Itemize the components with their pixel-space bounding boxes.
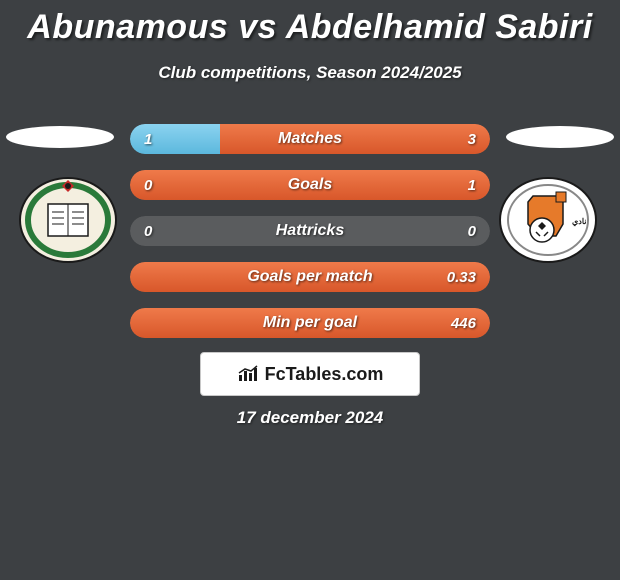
chart-icon xyxy=(237,365,261,383)
stat-row-min-per-goal: Min per goal 446 xyxy=(130,308,490,338)
club-badge-left xyxy=(18,176,118,264)
stat-row-goals-per-match: Goals per match 0.33 xyxy=(130,262,490,292)
club-badge-right: نادي xyxy=(498,176,598,264)
page-subtitle: Club competitions, Season 2024/2025 xyxy=(0,63,620,83)
stat-value-right: 446 xyxy=(451,308,476,338)
club-logo-right-icon: نادي xyxy=(498,176,598,264)
stat-value-right: 3 xyxy=(468,124,476,154)
stat-row-hattricks: 0 Hattricks 0 xyxy=(130,216,490,246)
stat-label: Hattricks xyxy=(130,216,490,246)
stat-row-matches: 1 Matches 3 xyxy=(130,124,490,154)
stats-container: 1 Matches 3 0 Goals 1 0 Hattricks 0 Goal… xyxy=(130,124,490,354)
page-title: Abunamous vs Abdelhamid Sabiri xyxy=(0,0,620,47)
brand-text: FcTables.com xyxy=(237,364,384,385)
stat-label: Matches xyxy=(130,124,490,154)
footer-date: 17 december 2024 xyxy=(0,408,620,428)
svg-text:نادي: نادي xyxy=(572,217,587,227)
stat-value-right: 1 xyxy=(468,170,476,200)
stat-value-right: 0.33 xyxy=(447,262,476,292)
club-logo-left-icon xyxy=(18,176,118,264)
player-right-indicator xyxy=(506,126,614,148)
stat-row-goals: 0 Goals 1 xyxy=(130,170,490,200)
player-left-indicator xyxy=(6,126,114,148)
stat-label: Goals xyxy=(130,170,490,200)
brand-label: FcTables.com xyxy=(265,364,384,385)
stat-label: Min per goal xyxy=(130,308,490,338)
brand-box[interactable]: FcTables.com xyxy=(200,352,420,396)
stat-value-right: 0 xyxy=(468,216,476,246)
stat-label: Goals per match xyxy=(130,262,490,292)
